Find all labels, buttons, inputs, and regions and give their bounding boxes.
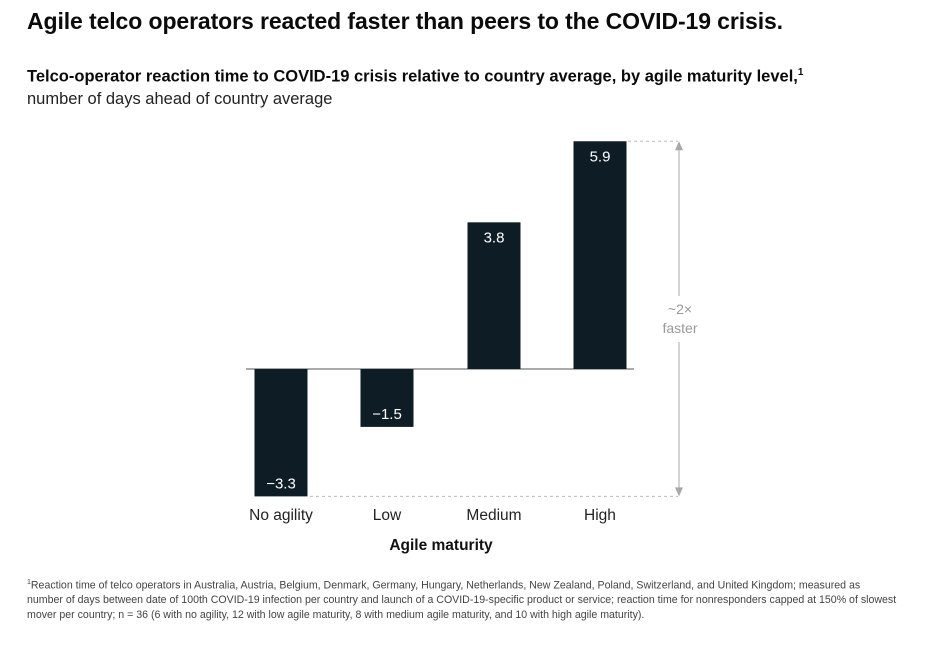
chart-title-text: Telco-operator reaction time to COVID-19… [27,67,798,86]
annotation-label-faster: faster [662,320,697,336]
footnote-mark: 1 [27,579,31,586]
category-tick-label: No agility [249,507,313,524]
speed-comparison-annotation: ~2× faster [310,140,698,497]
category-tick-label: Medium [466,507,521,524]
arrowhead-up-icon [675,141,683,151]
bar-medium [467,222,521,369]
annotation-label-multiplier: ~2× [668,301,692,317]
bar-no-agility [254,369,308,497]
x-axis-title: Agile maturity [389,537,493,554]
bar-high [573,141,627,369]
category-tick-label: Low [373,507,402,524]
bar-chart: −3.3 −1.5 3.8 5.9 No agility Low Medium High A… [246,140,698,554]
bar-value-label: −1.5 [372,406,402,423]
chart-title-footnote-mark: 1 [797,67,804,78]
footnote-text: Reaction time of telco operators in Aust… [27,579,897,621]
bar-low [360,369,414,427]
page-headline: Agile telco operators reacted faster tha… [27,8,783,34]
category-tick-label: High [584,507,616,524]
arrowhead-down-icon [675,487,683,497]
bar-group [254,141,627,497]
chart-title: Telco-operator reaction time to COVID-19… [27,67,803,87]
footnote: 1Reaction time of telco operators in Aus… [27,576,899,622]
bar-value-label: 5.9 [590,148,611,165]
chart-units: number of days ahead of country average [27,90,333,108]
value-label-group: −3.3 −1.5 3.8 5.9 [266,148,610,492]
category-label-group: No agility Low Medium High [249,507,616,524]
bar-value-label: −3.3 [266,475,296,492]
bar-value-label: 3.8 [484,229,505,246]
